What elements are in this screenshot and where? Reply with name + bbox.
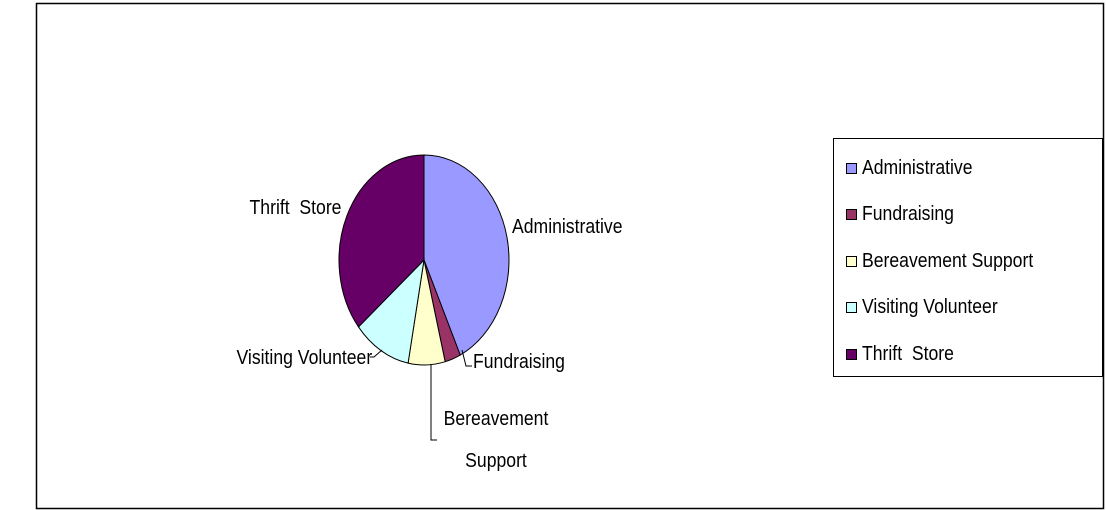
slice-label: Visiting Volunteer <box>236 347 372 369</box>
pie-slice <box>357 258 425 364</box>
slice-label: Fundraising <box>473 351 565 373</box>
legend-item: Thrift Store <box>846 342 966 366</box>
slice-label: Administrative <box>512 216 623 238</box>
leader-line <box>461 349 472 367</box>
legend-item: Bereavement Support <box>846 249 1057 273</box>
leader-line <box>430 364 437 441</box>
legend-swatch <box>846 162 857 174</box>
slice-label: Bereavement Support <box>443 408 554 472</box>
legend-label: Thrift Store <box>862 342 954 365</box>
legend-swatch <box>846 255 857 267</box>
leader-line <box>370 349 383 358</box>
legend-item: Administrative <box>846 156 988 180</box>
legend-item: Fundraising <box>846 203 967 227</box>
legend-label: Administrative <box>862 156 973 179</box>
legend-swatch <box>846 348 857 360</box>
pie-slice <box>423 154 510 356</box>
slice-label: Thrift Store <box>249 197 341 219</box>
legend-swatch <box>846 209 857 220</box>
chart-frame <box>35 2 1105 510</box>
pie-slice <box>338 154 425 328</box>
legend: Administrative Fundraising Bereavement Sup… <box>833 138 1103 377</box>
legend-label: Visiting Volunteer <box>862 296 998 318</box>
legend-label: Fundraising <box>862 203 954 225</box>
legend-label: Bereavement Support <box>862 249 1034 272</box>
legend-swatch <box>846 302 857 313</box>
legend-item: Visiting Volunteer <box>846 296 1016 320</box>
